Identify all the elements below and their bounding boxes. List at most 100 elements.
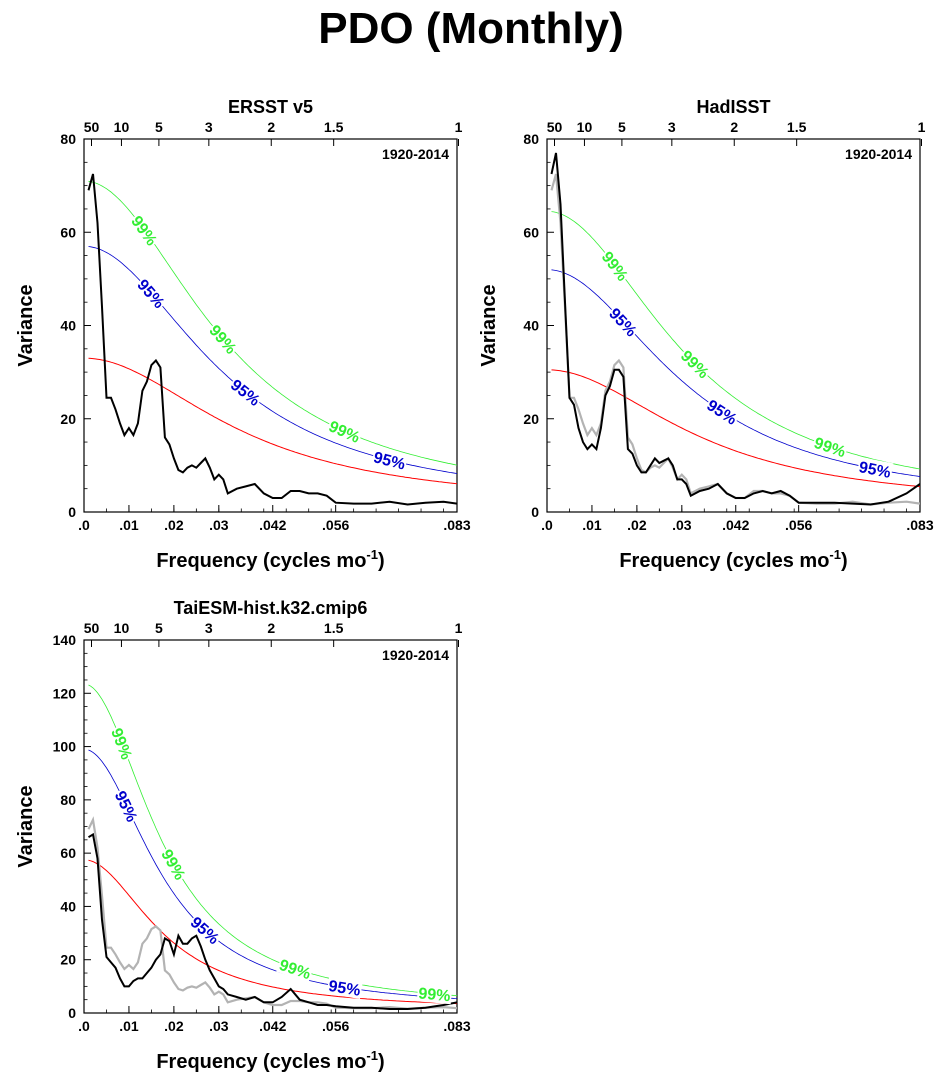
period-tick-label: 1 bbox=[918, 119, 926, 135]
conf99-label: 99% bbox=[107, 726, 134, 762]
period-tick-label: 1 bbox=[455, 620, 463, 636]
x-tick-label: .03 bbox=[209, 517, 229, 533]
period-tick-label: 50 bbox=[84, 119, 100, 135]
x-tick-label: .083 bbox=[906, 517, 933, 533]
y-tick-label: 120 bbox=[53, 685, 77, 701]
y-tick-label: 80 bbox=[60, 131, 76, 147]
x-tick-label: .056 bbox=[785, 517, 812, 533]
x-tick-label: .042 bbox=[259, 517, 286, 533]
conf99-curve bbox=[88, 684, 457, 997]
panel-3: .0 .01 .02 .03 .042 .056 .083 0 20 40 60 80 100 120 14… bbox=[15, 598, 471, 1073]
period-tick-label: 2 bbox=[267, 620, 275, 636]
y-tick-label: 40 bbox=[60, 898, 76, 914]
page-title: PDO (Monthly) bbox=[318, 4, 624, 53]
conf95-label-bg bbox=[111, 786, 143, 826]
x-tick-label: .01 bbox=[582, 517, 602, 533]
conf95-label-bg bbox=[370, 447, 409, 473]
period-tick-label: 5 bbox=[155, 620, 163, 636]
y-tick-label: 20 bbox=[60, 952, 76, 968]
conf95-label: 95% bbox=[857, 459, 892, 482]
conf99-label: 99% bbox=[812, 435, 848, 461]
red-noise-curve bbox=[551, 369, 920, 488]
conf95-label: 95% bbox=[372, 449, 407, 473]
x-tick-label: .03 bbox=[209, 1018, 229, 1034]
period-label: 1920-2014 bbox=[382, 146, 449, 162]
y-tick-label: 60 bbox=[60, 845, 76, 861]
conf99-label: 99% bbox=[418, 985, 451, 1005]
panel-title: ERSST v5 bbox=[228, 97, 313, 117]
conf99-label-bg bbox=[676, 345, 714, 383]
conf95-label-bg bbox=[856, 456, 894, 482]
y-tick-label: 60 bbox=[523, 224, 539, 240]
conf99-label: 99% bbox=[205, 322, 239, 357]
conf95-label: 95% bbox=[605, 305, 639, 340]
period-label: 1920-2014 bbox=[382, 647, 449, 663]
period-label: 1920-2014 bbox=[845, 146, 912, 162]
y-tick-label: 20 bbox=[60, 411, 76, 427]
reference-spectrum-line bbox=[550, 173, 920, 506]
plot-area: 99%99%99%99%95%95%95% bbox=[87, 684, 457, 1010]
x-tick-label: .042 bbox=[722, 517, 749, 533]
spectrum-line bbox=[550, 152, 920, 506]
period-tick-label: 1 bbox=[455, 119, 463, 135]
x-axis-label-paren: ) bbox=[378, 550, 385, 572]
x-tick-label: .0 bbox=[78, 517, 90, 533]
y-tick-label: 140 bbox=[53, 632, 77, 648]
red-noise-curve bbox=[88, 859, 457, 1005]
conf99-label-bg bbox=[416, 983, 453, 1005]
plot-area: 99%99%99%95%95%95% bbox=[550, 152, 920, 506]
period-tick-label: 3 bbox=[205, 620, 213, 636]
conf95-label-bg bbox=[326, 975, 363, 999]
period-tick-label: 10 bbox=[577, 119, 593, 135]
x-tick-label: .03 bbox=[672, 517, 692, 533]
conf95-label-bg bbox=[226, 374, 265, 410]
y-tick-label: 80 bbox=[60, 792, 76, 808]
conf99-label: 99% bbox=[326, 418, 362, 447]
period-tick-label: 50 bbox=[84, 620, 100, 636]
period-tick-label: 1.5 bbox=[324, 119, 344, 135]
x-axis-label-superscript: -1 bbox=[829, 547, 841, 562]
period-tick-label: 5 bbox=[155, 119, 163, 135]
conf95-label-bg bbox=[186, 911, 224, 949]
x-axis-label: Frequency (cycles mo-1) bbox=[619, 547, 847, 572]
x-tick-label: .01 bbox=[119, 517, 139, 533]
conf95-curve bbox=[88, 749, 457, 999]
conf99-label-bg bbox=[325, 416, 364, 447]
spectrum-line bbox=[87, 832, 457, 1010]
x-tick-label: .042 bbox=[259, 1018, 286, 1034]
plot-area: 99%99%99%95%95%95% bbox=[87, 173, 457, 506]
y-axis-label: Variance bbox=[478, 284, 500, 366]
x-axis-label-paren: ) bbox=[378, 1051, 385, 1073]
x-tick-label: .01 bbox=[119, 1018, 139, 1034]
x-axis-label: Frequency (cycles mo-1) bbox=[156, 547, 384, 572]
panel-2: .0 .01 .02 .03 .042 .056 .083 0 20 40 60 80 50 10 5 3 2 1… bbox=[478, 97, 934, 572]
conf99-label-bg bbox=[276, 954, 315, 983]
x-tick-label: .083 bbox=[443, 1018, 470, 1034]
x-tick-label: .02 bbox=[164, 517, 184, 533]
y-tick-label: 20 bbox=[523, 411, 539, 427]
conf99-label-bg bbox=[597, 246, 633, 285]
conf99-label-bg bbox=[205, 320, 242, 358]
x-tick-label: .056 bbox=[322, 1018, 349, 1034]
conf99-label-bg bbox=[127, 211, 162, 250]
panel-1: .0 .01 .02 .03 .042 .056 .083 0 20 40 60 80 50 10 5 3 2 1… bbox=[15, 97, 471, 572]
conf99-label: 99% bbox=[677, 348, 712, 383]
x-tick-label: .056 bbox=[322, 517, 349, 533]
x-tick-label: .083 bbox=[443, 517, 470, 533]
y-tick-label: 100 bbox=[53, 739, 77, 755]
x-axis-label-superscript: -1 bbox=[366, 547, 378, 562]
period-tick-label: 3 bbox=[205, 119, 213, 135]
conf95-curve bbox=[551, 269, 920, 477]
y-tick-label: 60 bbox=[60, 224, 76, 240]
period-tick-label: 1.5 bbox=[787, 119, 807, 135]
x-tick-label: .02 bbox=[164, 1018, 184, 1034]
y-tick-label: 0 bbox=[531, 504, 539, 520]
conf99-label-bg bbox=[811, 432, 850, 461]
y-axis-label: Variance bbox=[15, 785, 37, 867]
x-axis-label: Frequency (cycles mo-1) bbox=[156, 1048, 384, 1073]
panel-title: HadISST bbox=[696, 97, 770, 117]
conf95-label-bg bbox=[605, 303, 642, 341]
conf99-curve bbox=[551, 211, 920, 470]
conf95-label-bg bbox=[703, 394, 742, 429]
